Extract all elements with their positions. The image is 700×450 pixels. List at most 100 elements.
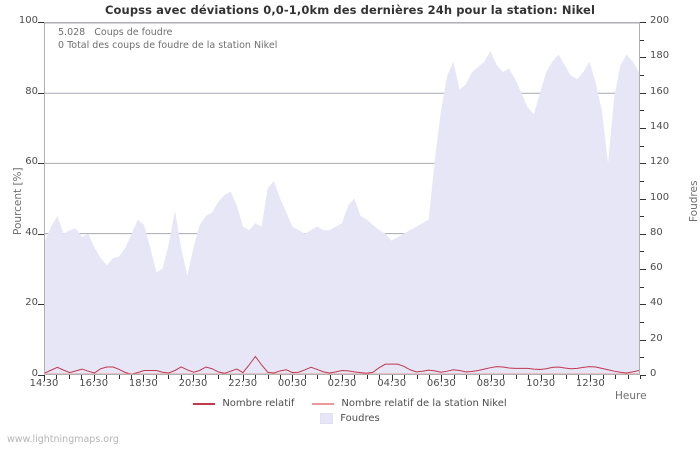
legend-item-foudres: Foudres xyxy=(320,413,380,424)
x-axis-tick-label: 18:30 xyxy=(128,378,158,389)
y-axis-tick xyxy=(38,304,44,306)
y2-axis-tick-label: 140 xyxy=(650,120,670,132)
legend-line-swatch-icon xyxy=(193,402,216,405)
x-axis-minor-tick xyxy=(453,375,455,379)
x-axis-tick xyxy=(342,375,343,381)
x-axis-minor-tick xyxy=(466,375,468,379)
legend-row-bottom: Foudres xyxy=(0,411,700,426)
x-axis-tick-label: 12:30 xyxy=(575,378,605,389)
x-axis-minor-tick xyxy=(81,375,83,379)
y2-axis-minor-tick xyxy=(640,145,644,147)
line-series xyxy=(45,356,639,374)
legend-item-nombre-relatif: Nombre relatif xyxy=(193,398,294,409)
legend-item-nombre-relatif-station: Nombre relatif de la station Nikel xyxy=(312,398,507,409)
annotation-total-strokes: 5.028 Coups de foudre xyxy=(58,27,172,38)
y2-axis-tick xyxy=(640,339,646,341)
y2-axis-tick xyxy=(640,233,646,235)
legend-area-swatch-icon xyxy=(320,413,334,424)
area-series-foudres xyxy=(45,51,639,374)
y-axis-tick-label: 20 xyxy=(25,297,38,309)
x-axis-minor-tick xyxy=(478,375,480,379)
x-axis-tick xyxy=(93,375,95,381)
x-axis-tick-label: 20:30 xyxy=(178,378,208,389)
y2-axis-minor-tick xyxy=(640,251,644,253)
x-axis-minor-tick xyxy=(515,375,517,379)
y2-axis-tick-label: 0 xyxy=(650,368,657,379)
x-axis-minor-tick xyxy=(106,375,108,379)
plot-area xyxy=(44,22,640,375)
y-axis-tick xyxy=(38,375,44,376)
y2-axis-tick xyxy=(640,269,646,271)
x-axis-minor-tick xyxy=(205,375,207,379)
y2-axis-tick xyxy=(640,163,646,165)
y-axis-tick xyxy=(38,92,44,94)
x-axis-minor-tick xyxy=(640,375,641,379)
x-axis-tick xyxy=(391,375,393,381)
x-axis-minor-tick xyxy=(118,375,120,379)
legend-line-swatch-light-icon xyxy=(312,402,335,405)
x-axis-minor-tick xyxy=(428,375,430,379)
x-axis-minor-tick xyxy=(503,375,505,379)
y2-axis-tick-label: 120 xyxy=(650,156,670,168)
x-axis-tick xyxy=(590,375,592,381)
y-axis-tick-label: 100 xyxy=(18,15,38,26)
y2-axis-tick xyxy=(640,198,646,200)
x-axis-minor-tick xyxy=(230,375,232,379)
legend-label-nombre-relatif-station: Nombre relatif de la station Nikel xyxy=(341,398,507,409)
y2-axis-tick xyxy=(640,57,646,59)
y-axis-tick-label: 0 xyxy=(31,368,38,379)
x-axis-minor-tick xyxy=(329,375,331,379)
y2-axis-minor-tick xyxy=(640,39,644,41)
y-axis-tick xyxy=(38,233,44,235)
x-axis-minor-tick xyxy=(354,375,356,379)
legend-label-foudres: Foudres xyxy=(340,413,380,424)
x-axis-minor-tick xyxy=(180,375,182,379)
x-axis-tick xyxy=(242,375,244,381)
x-axis-minor-tick xyxy=(416,375,418,379)
x-axis-tick-label: 04:30 xyxy=(377,378,407,389)
x-axis-minor-tick xyxy=(255,375,257,379)
y2-axis-label: Foudres xyxy=(688,180,700,222)
y-axis-tick-label: 40 xyxy=(25,226,38,238)
x-axis-minor-tick xyxy=(56,375,58,379)
x-axis-minor-tick xyxy=(68,375,70,379)
y2-axis-minor-tick xyxy=(640,286,644,288)
x-axis-minor-tick xyxy=(379,375,381,379)
x-axis-label: Heure xyxy=(615,390,647,402)
x-axis-tick-label: 00:30 xyxy=(277,378,307,389)
y2-axis-tick-label: 20 xyxy=(650,332,663,344)
legend: Nombre relatif Nombre relatif de la stat… xyxy=(0,396,700,426)
x-axis-tick xyxy=(540,375,542,381)
x-axis-minor-tick xyxy=(627,375,629,379)
x-axis-tick-label: 02:30 xyxy=(327,378,357,389)
x-axis-minor-tick xyxy=(602,375,604,379)
x-axis-minor-tick xyxy=(366,375,368,379)
x-axis-minor-tick xyxy=(304,375,306,379)
x-axis-tick-label: 14:30 xyxy=(29,378,59,389)
y2-axis-tick xyxy=(640,304,646,306)
annotation-station-strokes: 0 Total des coups de foudre de la statio… xyxy=(58,40,277,51)
x-axis-minor-tick xyxy=(155,375,157,379)
annotation-total-strokes-label: Coups de foudre xyxy=(94,27,173,38)
x-axis-minor-tick xyxy=(279,375,281,379)
x-axis-tick-label: 06:30 xyxy=(426,378,456,389)
y2-axis-tick-label: 100 xyxy=(650,191,670,203)
watermark: www.lightningmaps.org xyxy=(7,434,119,445)
y2-axis-minor-tick xyxy=(640,357,644,359)
plot-canvas xyxy=(45,23,639,374)
annotation-station-strokes-label: Total des coups de foudre de la station … xyxy=(67,40,278,51)
y2-axis-minor-tick xyxy=(640,216,644,218)
x-axis-tick xyxy=(292,375,294,381)
x-axis-tick xyxy=(193,375,194,381)
y-axis-tick xyxy=(38,22,44,23)
legend-label-nombre-relatif: Nombre relatif xyxy=(222,398,295,409)
page-title: Coupss avec déviations 0,0-1,0km des der… xyxy=(105,3,595,17)
x-axis-minor-tick xyxy=(577,375,579,379)
x-axis-tick-label: 10:30 xyxy=(526,378,556,389)
x-axis-minor-tick xyxy=(404,375,406,379)
y2-axis-tick xyxy=(640,375,646,376)
y2-axis-minor-tick xyxy=(640,180,644,182)
y2-axis-tick-label: 200 xyxy=(650,15,670,26)
x-axis-minor-tick xyxy=(553,375,555,379)
